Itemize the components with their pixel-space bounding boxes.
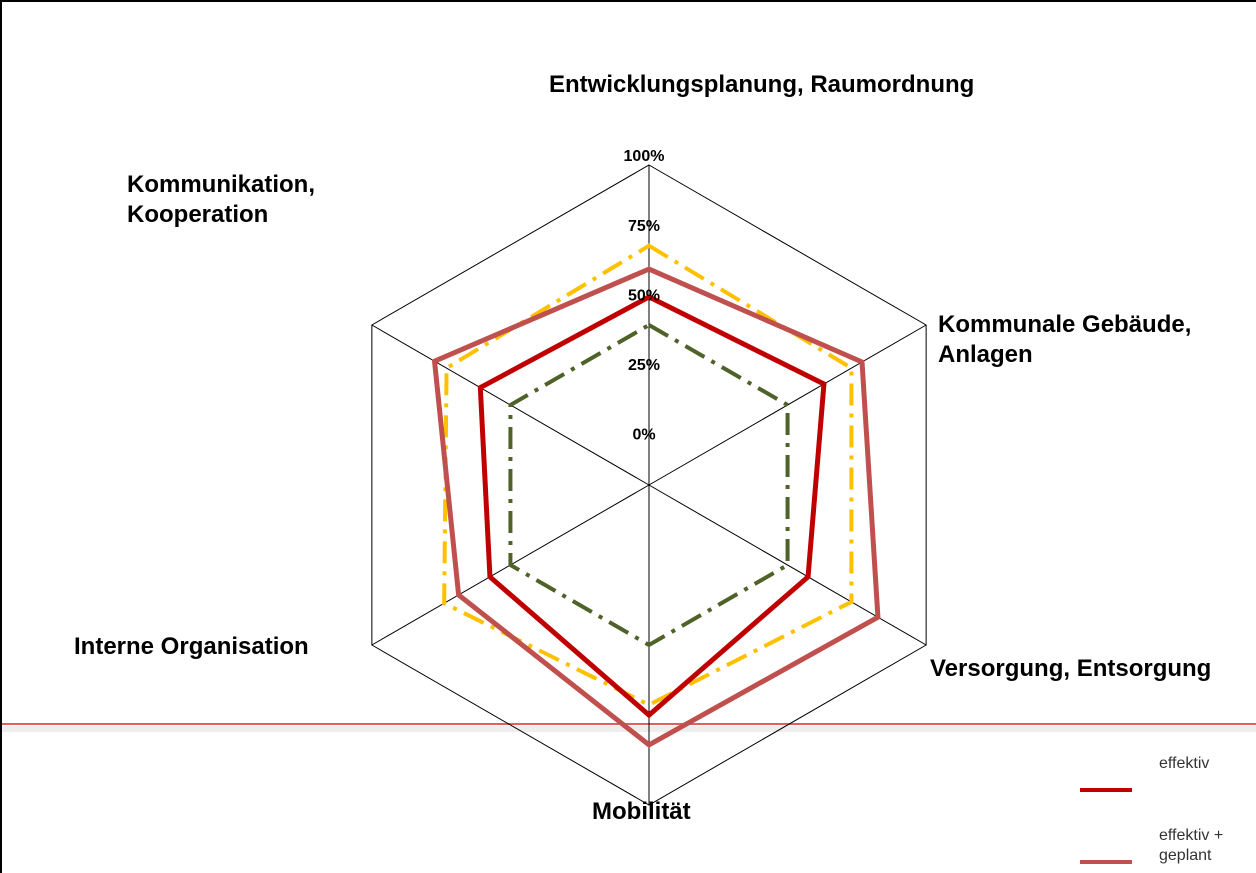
tick-label: 25% — [628, 357, 660, 374]
series-line — [431, 266, 881, 748]
category-label: Mobilität — [592, 798, 691, 825]
series-line — [508, 322, 790, 648]
category-label: Kommunikation, Kooperation — [127, 171, 316, 228]
tick-label: 50% — [628, 287, 660, 304]
tick-label: 75% — [628, 218, 660, 235]
legend-label: effektiv + geplant — [1159, 827, 1224, 864]
series-line — [477, 294, 827, 719]
category-label: Versorgung, Entsorgung — [930, 655, 1212, 682]
series-line — [442, 243, 854, 708]
category-label: Entwicklungsplanung, Raumordnung — [549, 71, 975, 98]
tick-label: 100% — [624, 148, 665, 165]
category-label: Interne Organisation — [74, 633, 309, 660]
category-label: Kommunale Gebäude, Anlagen — [938, 311, 1192, 368]
legend-label: effektiv — [1159, 755, 1210, 772]
tick-label: 0% — [632, 426, 655, 443]
